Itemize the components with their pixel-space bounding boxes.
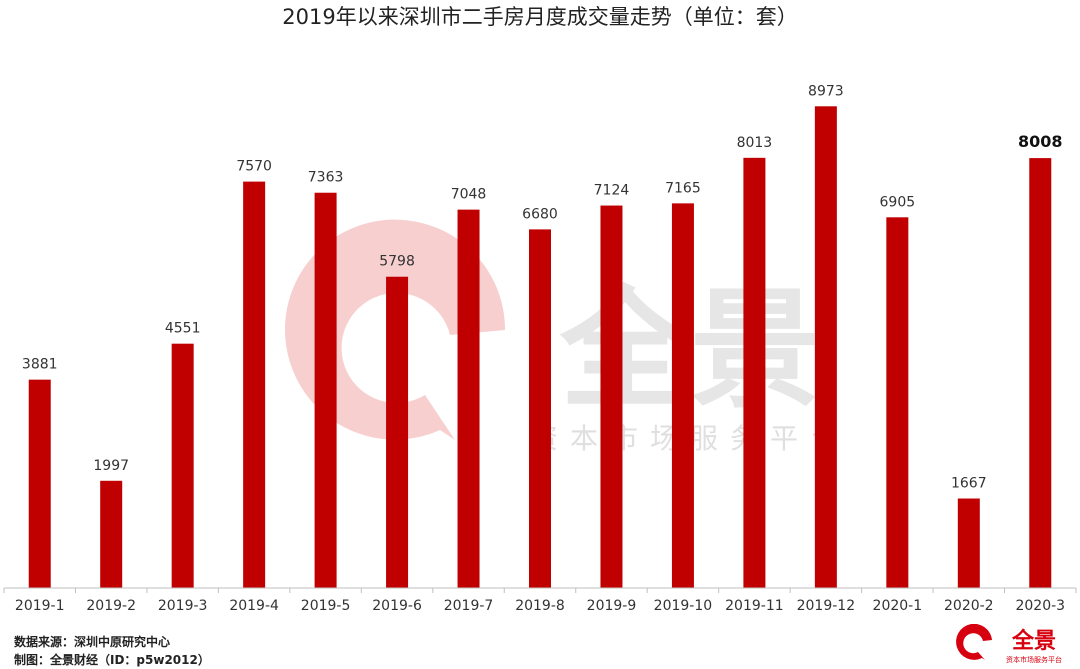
value-label-2019-11: 8013 <box>737 135 773 151</box>
value-label-2019-8: 6680 <box>522 206 558 222</box>
x-tick-label-2019-6: 2019-6 <box>372 598 422 614</box>
x-ticks-group <box>3 588 1077 593</box>
value-label-2019-9: 7124 <box>594 183 630 199</box>
x-tick-label-2019-12: 2019-12 <box>797 598 856 614</box>
value-label-2020-2: 1667 <box>951 476 987 492</box>
x-tick-label-2020-1: 2020-1 <box>873 598 923 614</box>
brand-logo: 全景 资本市场服务平台 <box>956 624 1062 664</box>
x-tick-label-2019-4: 2019-4 <box>229 598 279 614</box>
value-label-2019-7: 7048 <box>451 187 487 203</box>
bar-2019-3 <box>171 343 194 588</box>
bar-2019-12 <box>814 106 837 589</box>
x-tick-label-2019-3: 2019-3 <box>158 598 208 614</box>
value-label-2019-1: 3881 <box>22 357 58 373</box>
bar-2020-3 <box>1029 158 1052 588</box>
x-tick-label-2019-1: 2019-1 <box>15 598 65 614</box>
x-tick-label-2019-2: 2019-2 <box>86 598 136 614</box>
value-label-2020-1: 6905 <box>880 194 916 210</box>
footer-maker: 制图：全景财经（ID：p5w2012） <box>14 653 210 667</box>
x-tick-label-2019-7: 2019-7 <box>444 598 494 614</box>
bar-2020-2 <box>957 498 980 588</box>
value-label-2019-12: 8973 <box>808 83 844 99</box>
bar-2019-10 <box>671 203 694 588</box>
x-tick-label-2019-8: 2019-8 <box>515 598 565 614</box>
x-tick-label-2020-3: 2020-3 <box>1015 598 1065 614</box>
bar-2019-4 <box>243 181 266 588</box>
bar-2019-11 <box>743 157 766 588</box>
footer-source: 数据来源：深圳中原研究中心 <box>14 635 171 649</box>
bar-2019-2 <box>100 480 123 588</box>
value-label-2019-3: 4551 <box>165 321 201 337</box>
value-label-2019-4: 7570 <box>236 159 272 175</box>
watermark-logo-icon <box>285 219 506 440</box>
x-tick-label-2019-9: 2019-9 <box>587 598 637 614</box>
bar-2019-5 <box>314 192 337 589</box>
value-label-2019-10: 7165 <box>665 180 701 196</box>
logo-brand: 全景 <box>1011 628 1056 654</box>
x-tick-label-2019-11: 2019-11 <box>725 598 784 614</box>
chart-title: 2019年以来深圳市二手房月度成交量走势（单位：套） <box>282 5 797 29</box>
bar-2019-6 <box>386 276 409 588</box>
x-tick-label-2020-2: 2020-2 <box>944 598 994 614</box>
logo-mark-icon <box>956 624 992 660</box>
bar-2019-9 <box>600 205 623 588</box>
bar-2019-7 <box>457 209 480 589</box>
value-label-2020-3: 8008 <box>1018 132 1063 151</box>
value-labels-group: 3881 1997 4551 7570 7363 5798 7048 6680 7124 7165… <box>22 83 1063 491</box>
x-tick-labels-group: 2019-1 2019-2 2019-3 2019-4 2019-5 2019-6 2019… <box>15 598 1065 614</box>
bar-2019-8 <box>529 229 551 589</box>
x-tick-label-2019-10: 2019-10 <box>654 598 713 614</box>
value-label-2019-6: 5798 <box>379 254 415 270</box>
x-tick-label-2019-5: 2019-5 <box>301 598 351 614</box>
logo-tagline: 资本市场服务平台 <box>1006 655 1062 664</box>
value-label-2019-2: 1997 <box>93 458 129 474</box>
bar-2019-1 <box>28 379 51 588</box>
bars-group <box>28 106 1052 589</box>
bar-2020-1 <box>886 217 909 588</box>
value-label-2019-5: 7363 <box>308 170 344 186</box>
